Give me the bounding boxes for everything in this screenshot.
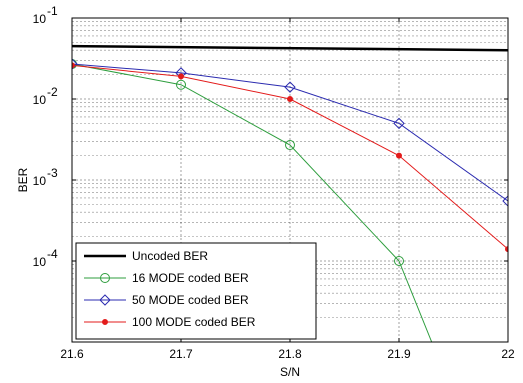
x-axis-label: S/N [280,365,300,379]
data-point [178,73,184,80]
y-tick-exponent: -1 [47,4,58,18]
y-tick-label: 10 [33,93,47,107]
data-point [285,140,295,151]
legend-item: Uncoded BER [84,249,208,263]
series-line [72,63,433,342]
legend-item: 50 MODE coded BER [84,293,249,307]
legend: Uncoded BER 16 MODE coded BER 50 MODE code… [75,242,317,340]
x-tick-label: 21.6 [60,347,84,361]
y-tick-label: 10 [33,174,47,188]
series-line [72,63,508,202]
data-point [394,256,404,266]
data-point [502,195,508,207]
data-point [396,152,402,159]
data-point [72,62,75,69]
legend-label: Uncoded BER [132,249,208,263]
series-3 [72,62,508,253]
y-tick-label: 10 [33,12,47,26]
legend-marker [100,273,110,283]
legend-box [75,242,317,340]
legend-item: 100 MODE coded BER [84,315,256,329]
series-0 [72,44,508,52]
legend-marker [102,319,108,325]
y-axis-label: BER [16,167,30,192]
legend-label: 50 MODE coded BER [132,293,249,307]
legend-label: 100 MODE coded BER [132,315,256,329]
data-point [393,117,405,130]
data-point [287,96,293,102]
data-point [284,81,296,93]
legend-marker [99,294,111,306]
y-tick-exponent: -3 [47,166,58,180]
series-2 [72,58,508,207]
legend-item: 16 MODE coded BER [84,271,249,285]
series-layer [72,44,508,342]
x-tick-label: 21.8 [278,347,302,361]
data-point [176,79,186,90]
data-point [72,58,78,70]
x-tick-label: 21.9 [387,347,411,361]
y-tick-exponent: -4 [47,247,58,261]
data-point [505,246,508,253]
y-tick-exponent: -2 [47,85,58,99]
x-tick-label: 22 [501,347,515,361]
y-tick-label: 10 [33,255,47,269]
series-line [72,44,508,52]
x-tick-label: 21.7 [169,347,193,361]
legend-label: 16 MODE coded BER [132,271,249,285]
